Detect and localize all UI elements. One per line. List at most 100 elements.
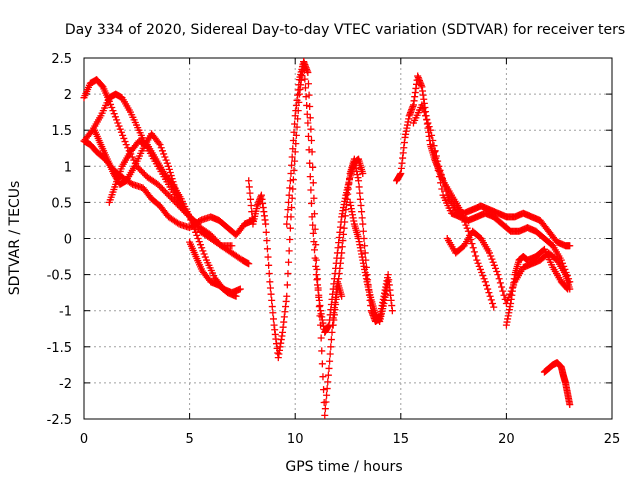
data-point bbox=[268, 303, 276, 311]
data-point bbox=[283, 213, 291, 221]
data-point bbox=[498, 283, 506, 291]
series-trace-8 bbox=[283, 58, 367, 336]
data-point bbox=[302, 93, 310, 101]
data-point bbox=[479, 272, 487, 280]
data-point bbox=[161, 188, 169, 196]
data-point bbox=[166, 193, 174, 201]
data-point bbox=[108, 104, 116, 112]
data-point bbox=[139, 168, 147, 176]
data-point bbox=[488, 255, 496, 263]
data-point bbox=[358, 214, 366, 222]
data-point bbox=[424, 119, 432, 127]
data-point bbox=[499, 287, 507, 295]
data-point bbox=[269, 309, 277, 317]
data-point bbox=[188, 219, 196, 227]
series-trace-6 bbox=[186, 238, 240, 300]
x-axis-label: GPS time / hours bbox=[285, 459, 402, 475]
data-point bbox=[198, 244, 206, 252]
data-point bbox=[114, 119, 122, 127]
data-point bbox=[326, 357, 334, 365]
data-point bbox=[489, 258, 497, 266]
data-point bbox=[186, 213, 194, 221]
data-point bbox=[304, 80, 312, 88]
data-point bbox=[290, 166, 298, 174]
data-point bbox=[127, 179, 135, 187]
data-point bbox=[504, 296, 512, 304]
data-point bbox=[309, 179, 317, 187]
data-point bbox=[495, 275, 503, 283]
data-point bbox=[158, 147, 166, 155]
data-point bbox=[195, 238, 203, 246]
data-point bbox=[327, 336, 335, 344]
data-point bbox=[306, 102, 314, 110]
y-tick-label: -1.5 bbox=[47, 341, 72, 356]
data-point bbox=[285, 247, 293, 255]
data-point bbox=[137, 167, 145, 175]
data-point bbox=[309, 163, 317, 171]
data-point bbox=[309, 221, 317, 229]
data-point bbox=[305, 91, 313, 99]
data-point bbox=[431, 148, 439, 156]
data-point bbox=[473, 256, 481, 264]
data-point bbox=[166, 168, 174, 176]
x-tick-label: 15 bbox=[393, 432, 410, 447]
data-point bbox=[357, 201, 365, 209]
data-point bbox=[158, 185, 166, 193]
data-point bbox=[291, 157, 299, 165]
data-point bbox=[355, 183, 363, 191]
data-point bbox=[189, 222, 197, 230]
data-point bbox=[164, 191, 172, 199]
data-point bbox=[429, 137, 437, 145]
data-point bbox=[419, 105, 427, 113]
data-point bbox=[304, 132, 312, 140]
data-point bbox=[327, 343, 335, 351]
data-point bbox=[236, 285, 244, 293]
data-point bbox=[303, 101, 311, 109]
data-point bbox=[167, 179, 175, 187]
data-point bbox=[266, 284, 274, 292]
y-tick-labels: 2.5 2 1.5 1 0.5 0 -0.5 -1 -1.5 -2 -2.5 bbox=[47, 52, 72, 428]
data-point bbox=[324, 371, 332, 379]
data-point bbox=[117, 128, 125, 136]
data-point bbox=[319, 373, 327, 381]
data-point bbox=[283, 220, 291, 228]
data-point bbox=[307, 125, 315, 133]
data-point bbox=[167, 194, 175, 202]
y-tick-label: 2.5 bbox=[51, 52, 72, 67]
data-point bbox=[304, 119, 312, 127]
data-point bbox=[268, 296, 276, 304]
y-tick-label: 2 bbox=[64, 88, 72, 103]
data-point bbox=[487, 252, 495, 260]
data-point bbox=[304, 68, 312, 76]
data-point bbox=[163, 159, 171, 167]
data-point bbox=[323, 391, 331, 399]
data-point bbox=[113, 116, 121, 124]
data-point bbox=[487, 296, 495, 304]
data-point bbox=[245, 183, 253, 191]
data-point bbox=[307, 199, 315, 207]
data-point bbox=[193, 231, 201, 239]
data-point bbox=[286, 184, 294, 192]
data-point bbox=[216, 241, 224, 249]
data-point bbox=[430, 142, 438, 150]
data-point bbox=[434, 166, 442, 174]
data-point bbox=[163, 190, 171, 198]
data-point bbox=[155, 139, 163, 147]
data-point bbox=[305, 146, 313, 154]
data-point bbox=[359, 170, 367, 178]
data-point bbox=[358, 208, 366, 216]
series-trace-5 bbox=[105, 137, 244, 297]
x-tick-label: 0 bbox=[80, 432, 88, 447]
data-point bbox=[156, 141, 164, 149]
data-point bbox=[301, 75, 309, 83]
data-point bbox=[425, 123, 433, 131]
data-point bbox=[322, 398, 330, 406]
data-point bbox=[564, 285, 572, 293]
data-point bbox=[303, 110, 311, 118]
x-tick-label: 5 bbox=[185, 432, 193, 447]
data-point bbox=[494, 271, 502, 279]
data-point bbox=[111, 113, 119, 121]
data-point bbox=[437, 179, 445, 187]
chart-title: Day 334 of 2020, Sidereal Day-to-day VTE… bbox=[65, 22, 625, 38]
data-point bbox=[116, 125, 124, 133]
